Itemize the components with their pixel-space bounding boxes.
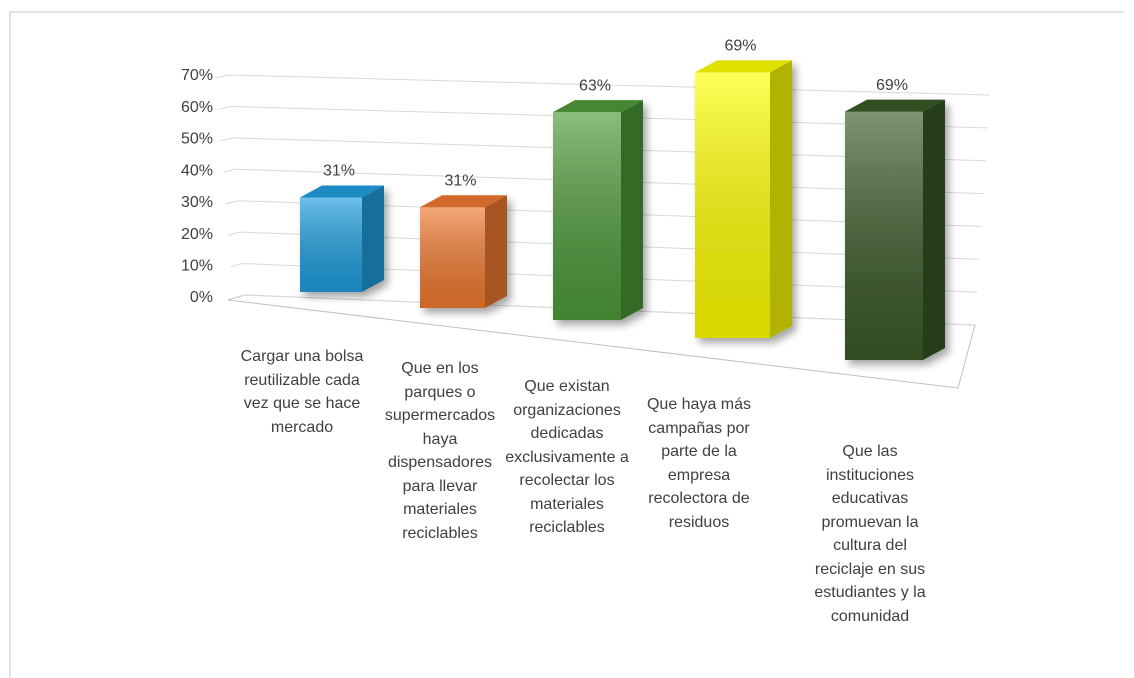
y-tick-label: 30%: [181, 194, 213, 211]
y-tick-label: 10%: [181, 258, 213, 275]
bar-top-shade: [695, 60, 792, 73]
bar-side-shade: [485, 195, 507, 308]
x-tick-label: Que las instituciones educativas promuev…: [814, 443, 926, 625]
bar-side-shade: [621, 100, 643, 320]
tick-mark: [215, 74, 229, 79]
y-tick-label: 70%: [181, 67, 213, 84]
tick-mark: [232, 294, 246, 299]
bar-front-shade: [300, 197, 362, 292]
bar-3d: [553, 100, 643, 320]
bar-top-shade: [553, 100, 643, 113]
data-label: 63%: [579, 77, 611, 94]
bar-front-shade: [845, 111, 923, 360]
bar-3d: [695, 60, 792, 338]
tick-mark: [220, 137, 233, 142]
bar-top-shade: [300, 185, 384, 198]
tick-mark: [230, 263, 243, 268]
y-tick-label: 60%: [181, 99, 213, 116]
data-label: 31%: [444, 172, 476, 189]
data-label: 69%: [724, 38, 756, 55]
tick-mark: [228, 231, 241, 236]
bar-front-shade: [553, 112, 621, 320]
tick-mark: [225, 200, 238, 205]
y-tick-label: 50%: [181, 131, 213, 148]
x-tick-label: Que existan organizaciones dedicadas exc…: [505, 378, 629, 536]
bar-3d: [845, 99, 945, 360]
bar-side-shade: [923, 99, 945, 360]
bar-3d: [300, 185, 384, 292]
bar-side-shade: [770, 60, 792, 338]
x-tick-label: Que haya más campañas por parte de la em…: [646, 396, 752, 531]
y-tick-label: 20%: [181, 226, 213, 243]
x-tick-label: Cargar una bolsa reutilizable cada vez q…: [240, 348, 364, 436]
tick-mark: [218, 105, 231, 110]
bar-front-shade: [420, 207, 485, 308]
bar-side-shade: [362, 185, 384, 292]
grid-line: [227, 74, 991, 96]
data-label: 69%: [876, 77, 908, 94]
frame: [9, 11, 1124, 678]
bar-top-shade: [845, 99, 945, 112]
bar-front-shade: [695, 72, 770, 338]
y-tick-label: 0%: [190, 289, 213, 306]
x-tick-label: Que en los parques o supermercados haya …: [384, 360, 496, 542]
bar-3d: [420, 195, 507, 308]
bar-top-shade: [420, 195, 507, 208]
y-tick-label: 40%: [181, 162, 213, 179]
data-label: 31%: [323, 163, 355, 180]
tick-mark: [223, 168, 236, 173]
